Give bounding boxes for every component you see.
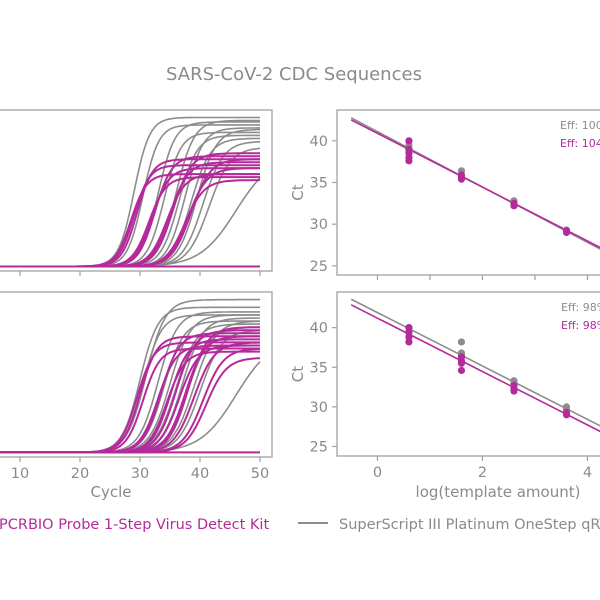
chart-title: SARS-CoV-2 CDC Sequences [166, 64, 422, 85]
legend: PCRBIO Probe 1-Step Virus Detect Kit Sup… [0, 517, 600, 533]
data-point-pcrbio [405, 338, 413, 346]
x-tick-label: 2 [478, 465, 487, 481]
amplification-bottom-panel: 10 20 30 40 50 Cycle [0, 291, 273, 501]
amplification-curve-superscript [0, 124, 260, 268]
data-point-pcrbio [562, 411, 571, 419]
fit-line-superscript [350, 298, 600, 427]
plot-area [0, 116, 261, 268]
plot-area [350, 117, 600, 250]
efficiency-label-superscript: Eff: 98% [561, 301, 600, 314]
x-tick-label: 4 [583, 465, 592, 481]
y-tick-label: 35 [310, 176, 328, 192]
amplification-curve-pcrbio [0, 173, 260, 268]
data-point-pcrbio [405, 137, 413, 145]
data-point-pcrbio [562, 227, 571, 235]
data-point-pcrbio [405, 157, 413, 165]
amplification-top-panel [0, 109, 273, 276]
fit-line-pcrbio [350, 304, 600, 433]
data-point-pcrbio [457, 366, 466, 375]
data-point-pcrbio [510, 387, 518, 395]
y-tick-label: 40 [310, 134, 328, 150]
axes-frame [0, 109, 273, 272]
amplification-curve-superscript [0, 141, 260, 268]
legend-label-superscript: SuperScript III Platinum OneStep qRT [339, 517, 600, 533]
standard-curve-top-panel: 25 30 35 40 Ct Eff: 100% Eff: 104% [289, 109, 600, 280]
amplification-curve-pcrbio [0, 344, 260, 454]
amplification-curve-pcrbio [0, 347, 261, 454]
x-tick-label: 0 [373, 465, 382, 481]
data-point-pcrbio [457, 359, 466, 367]
plot-area [350, 298, 600, 433]
efficiency-label-pcrbio: Eff: 98% [561, 319, 600, 332]
x-axis-label: Cycle [91, 483, 132, 501]
plot-area [0, 298, 261, 454]
y-tick-label: 40 [310, 321, 328, 337]
amplification-curve-pcrbio [0, 350, 260, 454]
y-axis-label: Ct [289, 184, 307, 200]
y-tick-label: 35 [310, 360, 328, 376]
x-tick-label: 50 [251, 466, 269, 482]
amplification-curve-pcrbio [0, 344, 260, 454]
legend-label-pcrbio: PCRBIO Probe 1-Step Virus Detect Kit [0, 517, 269, 533]
amplification-curve-superscript [0, 306, 260, 454]
efficiency-label-pcrbio: Eff: 104% [560, 137, 600, 150]
y-tick-label: 25 [310, 259, 328, 275]
axes-frame [0, 291, 273, 458]
amplification-curve-superscript [0, 134, 260, 268]
y-tick-label: 25 [310, 439, 328, 455]
x-tick-label: 20 [71, 466, 89, 482]
amplification-curve-pcrbio [0, 164, 260, 268]
y-axis-label: Ct [289, 366, 307, 382]
x-tick-label: 30 [131, 466, 149, 482]
data-point-pcrbio [510, 202, 518, 210]
amplification-curve-superscript [0, 137, 260, 268]
data-point-superscript [457, 338, 466, 346]
amplification-curve-superscript [0, 131, 260, 268]
fit-line-pcrbio [350, 119, 600, 249]
axes-frame [336, 109, 600, 276]
amplification-curve-pcrbio [0, 357, 260, 454]
x-tick-label: 10 [11, 466, 29, 482]
y-tick-label: 30 [310, 217, 328, 233]
efficiency-label-superscript: Eff: 100% [560, 119, 600, 132]
axes-frame [336, 291, 600, 457]
y-tick-label: 30 [310, 400, 328, 416]
x-tick-label: 40 [191, 466, 209, 482]
x-axis-label: log(template amount) [416, 483, 581, 501]
data-point-pcrbio [457, 175, 466, 183]
